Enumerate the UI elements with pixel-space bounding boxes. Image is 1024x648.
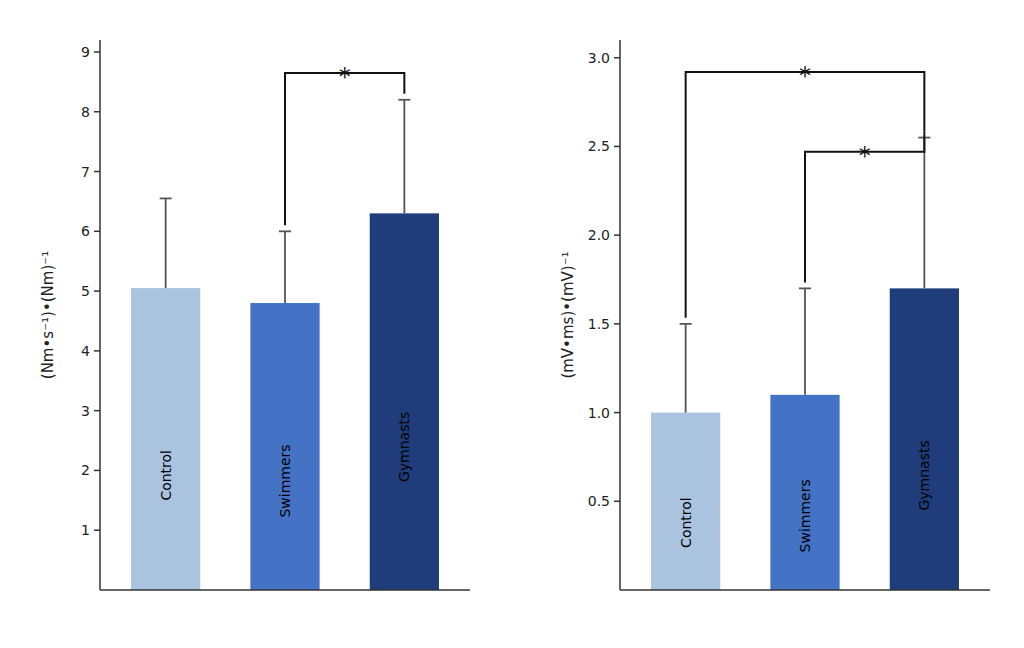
bar xyxy=(770,395,839,590)
significance-bracket xyxy=(285,73,404,225)
y-tick-label: 4 xyxy=(81,343,90,359)
y-axis-label: (Nm•s⁻¹)•(Nm)⁻¹ xyxy=(39,251,57,379)
figure: 1 2 3 4 5 6 7 8 9 * Control Swimmers Gymnasts (Nm•s⁻¹… xyxy=(0,0,1024,648)
error-bar-cap xyxy=(398,99,410,101)
y-tick xyxy=(614,234,620,236)
error-bar-stem xyxy=(403,100,405,214)
y-axis-label: (mV•ms)•(mV)⁻¹ xyxy=(559,251,577,378)
error-bar xyxy=(680,324,692,413)
y-tick-label: 2.0 xyxy=(588,227,610,243)
error-bar xyxy=(160,198,172,288)
error-bar-stem xyxy=(923,138,925,289)
significance-label: * xyxy=(859,142,871,170)
y-tick xyxy=(94,111,100,113)
y-tick-label: 7 xyxy=(81,164,90,180)
error-bar-cap xyxy=(160,198,172,200)
category-label: Control xyxy=(678,497,694,548)
y-tick xyxy=(614,57,620,59)
y-tick xyxy=(614,412,620,414)
bars xyxy=(131,73,439,590)
error-bar-stem xyxy=(804,288,806,394)
category-label: Control xyxy=(158,450,174,501)
error-bar-cap xyxy=(799,287,811,289)
category-label: Gymnasts xyxy=(396,412,412,482)
error-bar-stem xyxy=(685,324,687,413)
error-bar-stem xyxy=(284,231,286,303)
bars xyxy=(651,72,959,590)
y-tick xyxy=(94,350,100,352)
y-tick-label: 5 xyxy=(81,283,90,299)
error-bar-stem xyxy=(165,198,167,288)
y-tick xyxy=(94,231,100,233)
y-tick-label: 0.5 xyxy=(588,493,610,509)
y-tick xyxy=(94,171,100,173)
significance-label: * xyxy=(799,62,811,90)
y-axis-line xyxy=(619,40,621,590)
y-tick-label: 9 xyxy=(81,44,90,60)
y-tick-label: 1.5 xyxy=(588,316,610,332)
y-tick xyxy=(94,410,100,412)
bar xyxy=(250,303,319,590)
error-bar xyxy=(918,138,930,289)
x-axis-line xyxy=(620,589,990,591)
significance-bracket xyxy=(686,72,925,318)
y-tick-label: 2.5 xyxy=(588,138,610,154)
y-tick-label: 6 xyxy=(81,223,90,239)
y-tick-label: 1 xyxy=(81,522,90,538)
y-tick-label: 8 xyxy=(81,104,90,120)
y-tick xyxy=(614,501,620,503)
chart-panel: 1 2 3 4 5 6 7 8 9 * Control Swimmers Gymnasts (Nm•s⁻¹… xyxy=(39,40,470,590)
bar xyxy=(890,288,959,590)
category-label: Gymnasts xyxy=(916,440,932,510)
bar xyxy=(370,213,439,590)
y-tick-label: 3.0 xyxy=(588,50,610,66)
significance-bracket xyxy=(805,132,924,283)
error-bar xyxy=(799,288,811,394)
x-axis-line xyxy=(100,589,470,591)
bar xyxy=(131,288,200,590)
y-tick xyxy=(94,51,100,53)
y-tick xyxy=(94,529,100,531)
y-tick-label: 1.0 xyxy=(588,405,610,421)
chart-panel: 0.5 1.0 1.5 2.0 2.5 3.0 * * Control Swimmers Gymna… xyxy=(559,40,990,590)
error-bar xyxy=(279,231,291,303)
error-bar xyxy=(398,100,410,214)
y-axis-line xyxy=(99,40,101,590)
y-tick xyxy=(94,470,100,472)
category-label: Swimmers xyxy=(797,479,813,552)
y-tick xyxy=(614,146,620,148)
category-label: Swimmers xyxy=(277,444,293,517)
y-tick xyxy=(614,323,620,325)
error-bar-cap xyxy=(680,323,692,325)
y-tick xyxy=(94,290,100,292)
error-bar-cap xyxy=(279,230,291,232)
significance-label: * xyxy=(339,63,351,91)
bar xyxy=(651,413,720,590)
y-tick-label: 2 xyxy=(81,462,90,478)
y-tick-label: 3 xyxy=(81,403,90,419)
page: {"chart_data": [ {"type": "bar", "catego… xyxy=(0,0,1024,648)
